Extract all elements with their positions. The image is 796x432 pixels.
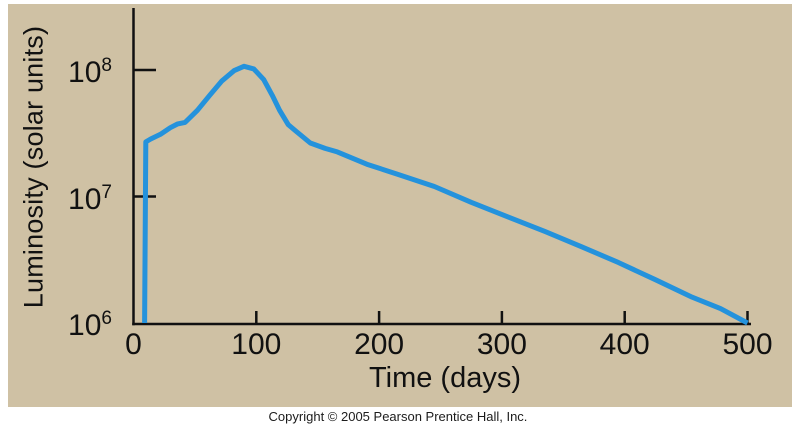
x-tick-label: 500: [722, 328, 773, 361]
y-axis-title: Luminosity (solar units): [18, 25, 49, 309]
x-tick-label: 200: [354, 328, 405, 361]
y-tick-label: 107: [68, 181, 112, 220]
y-tick-label: 108: [68, 55, 112, 93]
y-tick-exponent: 8: [101, 55, 112, 76]
axis-tick-marks: [134, 68, 749, 325]
x-tick-label: 300: [476, 328, 527, 361]
y-tick-base: 10: [68, 309, 102, 342]
x-tick-label: 400: [599, 328, 650, 361]
x-tick-label: 0: [125, 328, 142, 361]
y-tick-exponent: 7: [101, 181, 112, 203]
y-tick-base: 10: [68, 56, 102, 89]
y-tick-exponent: 6: [101, 308, 112, 329]
y-tick-base: 10: [68, 182, 102, 216]
luminosity-curve: [142, 63, 749, 326]
y-tick-label: 106: [68, 308, 112, 346]
x-tick-label: 100: [231, 328, 282, 361]
copyright-text: Copyright © 2005 Pearson Prentice Hall, …: [268, 409, 528, 424]
x-axis-title: Time (days): [369, 362, 521, 394]
